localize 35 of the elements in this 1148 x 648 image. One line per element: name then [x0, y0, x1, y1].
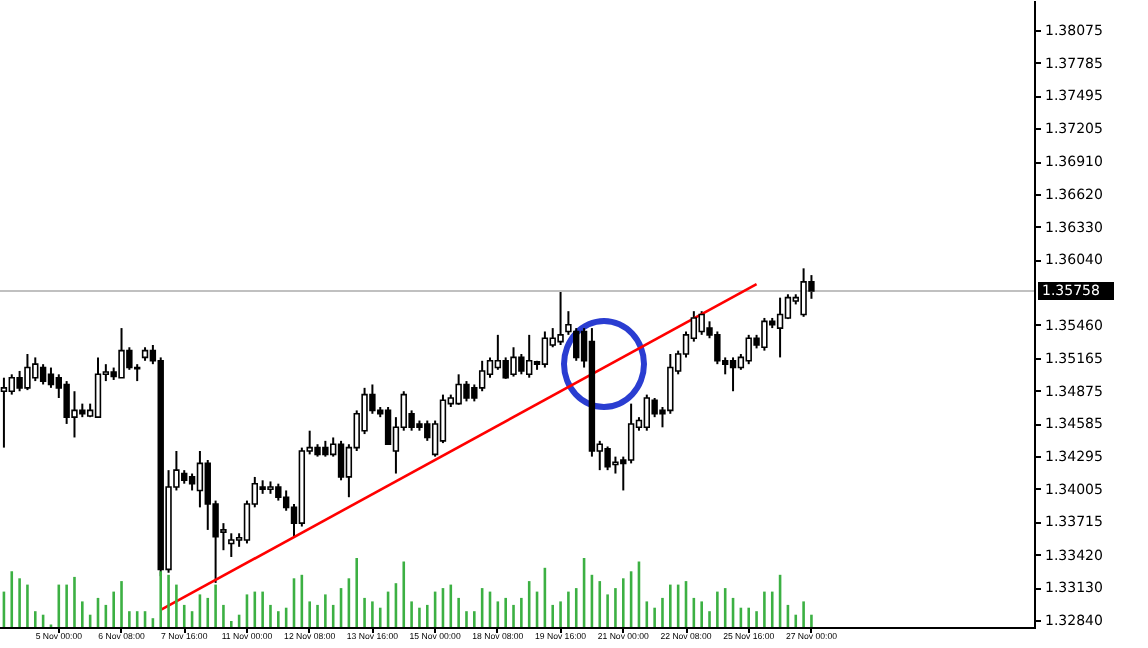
candlestick	[94, 356, 102, 419]
candlestick	[800, 267, 807, 318]
candlestick	[526, 333, 533, 379]
candlestick	[32, 356, 39, 383]
candlestick	[698, 310, 705, 336]
candlestick	[8, 373, 15, 396]
candlestick	[196, 449, 204, 509]
candlestick	[228, 532, 235, 558]
candlestick	[463, 380, 470, 403]
candlestick	[478, 359, 486, 393]
candlestick	[573, 327, 580, 362]
candlestick	[729, 356, 737, 393]
candlestick	[118, 327, 125, 379]
candlestick	[384, 406, 392, 446]
candlestick	[776, 296, 784, 359]
candlestick	[604, 445, 611, 472]
candlestick	[745, 333, 752, 366]
candlestick	[643, 393, 650, 432]
candlestick	[204, 459, 211, 531]
candlestick	[541, 330, 549, 369]
candlestick	[16, 369, 23, 393]
candlestick	[784, 293, 792, 321]
candlestick	[455, 373, 462, 406]
candlestick	[24, 353, 31, 392]
candlestick	[761, 316, 768, 352]
candlestick	[494, 333, 502, 371]
candlestick	[39, 363, 47, 386]
candlestick	[510, 346, 517, 378]
candlestick	[47, 366, 55, 389]
candlestick	[71, 390, 78, 439]
candlestick	[337, 439, 345, 482]
candlestick	[557, 289, 564, 347]
candlestick	[627, 402, 635, 465]
candlestick	[0, 376, 8, 449]
candlestick	[667, 353, 674, 415]
